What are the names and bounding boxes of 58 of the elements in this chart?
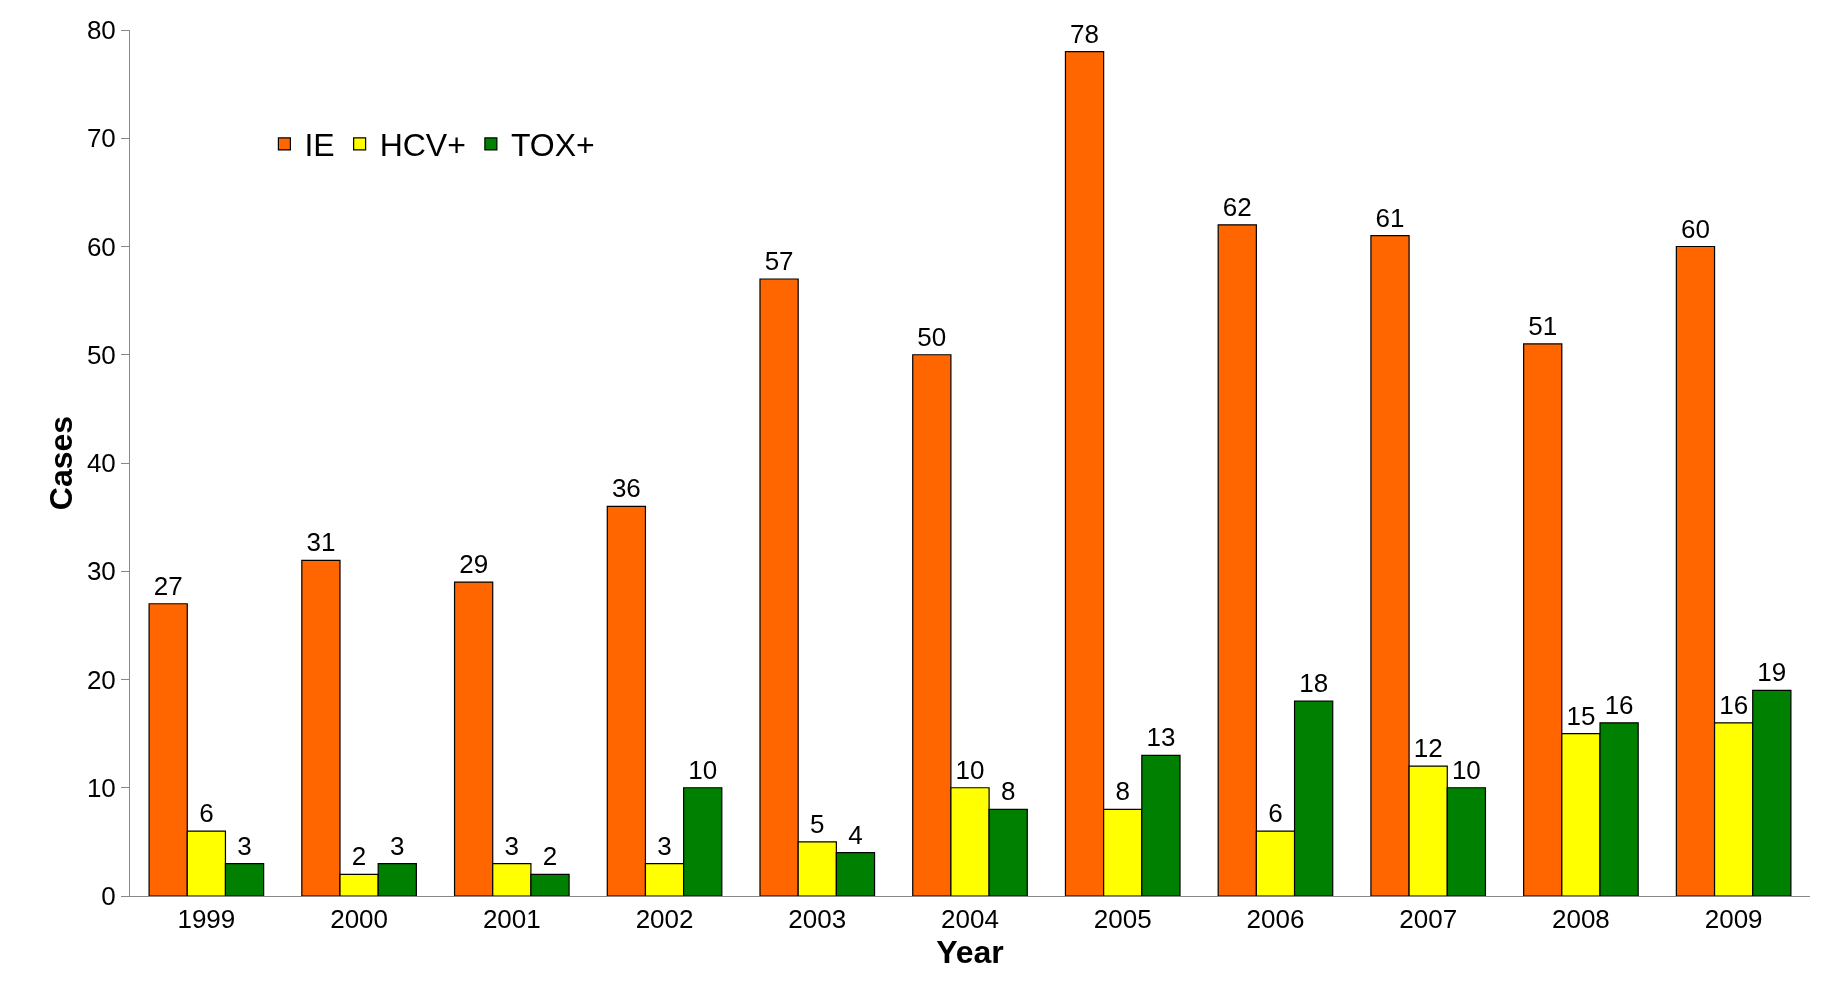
- y-tick-label: 10: [86, 772, 116, 803]
- data-label: 16: [1604, 689, 1634, 720]
- data-label: 5: [810, 808, 825, 839]
- y-axis-title: Cases: [43, 415, 80, 511]
- y-tick-label: 50: [86, 339, 116, 370]
- x-tick-label: 2009: [1704, 904, 1763, 935]
- data-label: 4: [848, 819, 863, 850]
- data-label: 13: [1146, 722, 1176, 753]
- data-label: 16: [1719, 689, 1749, 720]
- data-label: 8: [1115, 776, 1130, 807]
- data-label: 78: [1070, 18, 1100, 49]
- x-tick-label: 2002: [635, 904, 694, 935]
- x-axis-title: Year: [936, 934, 1004, 971]
- x-tick-label: 2000: [330, 904, 389, 935]
- data-label: 6: [199, 798, 214, 829]
- data-label: 29: [459, 549, 489, 580]
- y-tick-label: 40: [86, 448, 116, 479]
- x-tick-label: 2006: [1246, 904, 1305, 935]
- y-tick-label: 70: [86, 123, 116, 154]
- data-label: 19: [1757, 657, 1787, 688]
- data-label: 6: [1268, 798, 1283, 829]
- data-label: 62: [1222, 191, 1252, 222]
- data-label: 51: [1528, 310, 1558, 341]
- data-label: 8: [1000, 776, 1016, 807]
- legend-label: IE: [304, 127, 335, 164]
- data-label: 15: [1566, 700, 1596, 731]
- data-label: 31: [306, 527, 336, 558]
- data-label: 10: [1451, 754, 1481, 785]
- data-label: 10: [688, 754, 718, 785]
- x-tick-label: 1999: [177, 904, 236, 935]
- legend-label: HCV+: [379, 127, 466, 164]
- x-tick-label: 2001: [482, 904, 541, 935]
- data-label: 3: [657, 830, 672, 861]
- data-label: 36: [611, 473, 641, 504]
- y-tick-label: 80: [86, 15, 116, 46]
- data-label: 2: [351, 841, 367, 872]
- data-label: 3: [237, 830, 252, 861]
- data-label: 27: [153, 570, 183, 601]
- y-tick-label: 60: [86, 231, 116, 262]
- legend-label: TOX+: [510, 127, 595, 164]
- data-label: 3: [390, 830, 405, 861]
- x-tick-label: 2008: [1551, 904, 1610, 935]
- data-label: 60: [1680, 213, 1710, 244]
- x-tick-label: 2005: [1093, 904, 1152, 935]
- data-label: 2: [542, 841, 558, 872]
- x-tick-label: 2007: [1399, 904, 1458, 935]
- y-tick-label: 20: [86, 664, 116, 695]
- data-label: 3: [504, 830, 520, 861]
- x-tick-label: 2004: [941, 904, 999, 935]
- data-label: 10: [955, 754, 985, 785]
- data-label: 61: [1375, 202, 1405, 233]
- data-label: 18: [1299, 668, 1329, 699]
- data-label: 12: [1413, 733, 1443, 764]
- y-tick-label: 0: [101, 881, 116, 912]
- data-label: 50: [917, 321, 947, 352]
- data-label: 57: [764, 245, 794, 276]
- y-tick-label: 30: [86, 556, 116, 587]
- x-tick-label: 2003: [788, 904, 847, 935]
